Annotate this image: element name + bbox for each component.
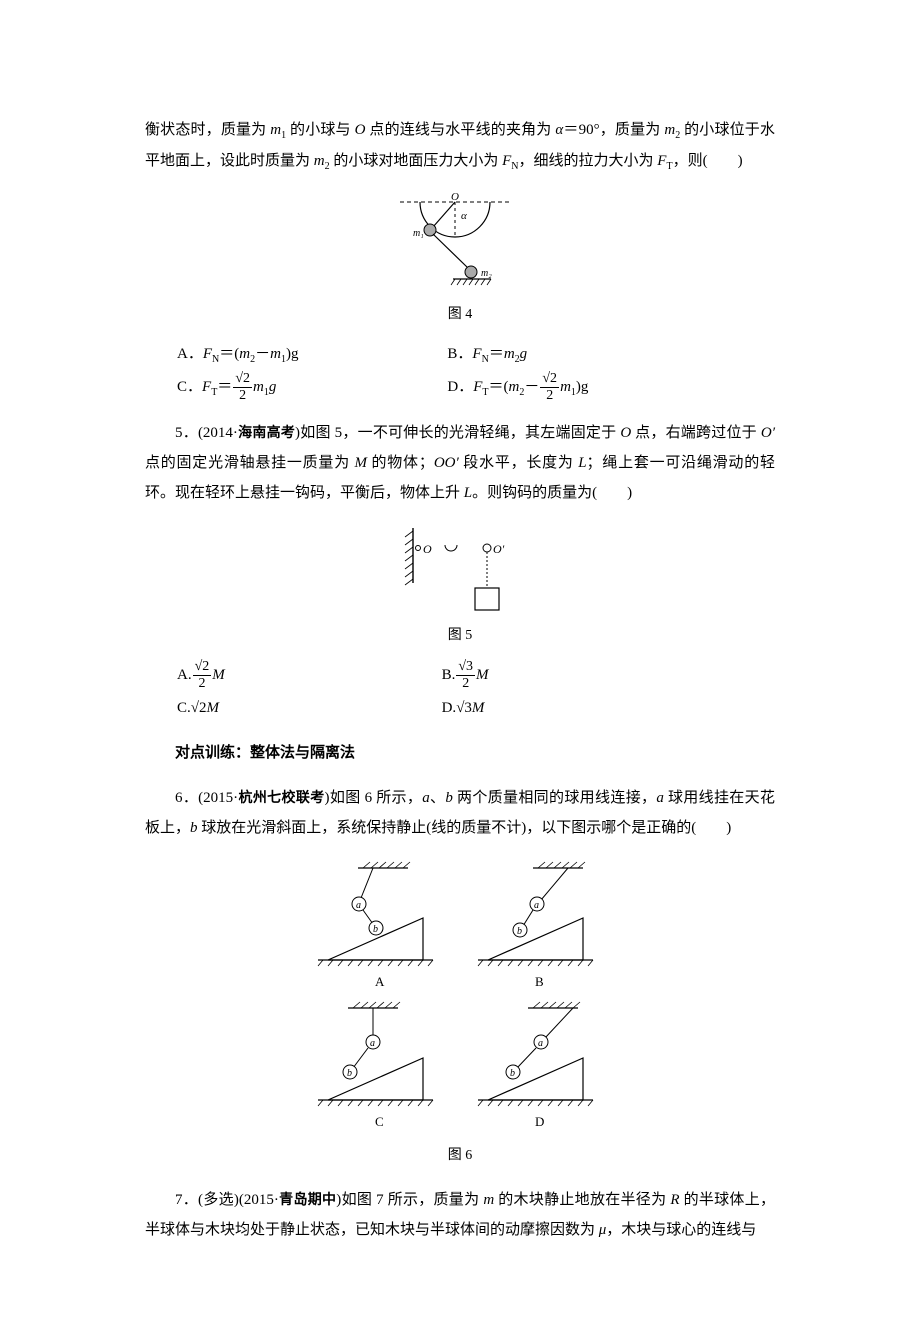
q6-text: 6．(2015·杭州七校联考)如图 6 所示，a、b 两个质量相同的球用线连接，… xyxy=(145,783,775,843)
svg-text:O: O xyxy=(451,192,459,203)
figure-4-label: 图 4 xyxy=(145,301,775,329)
svg-text:C: C xyxy=(375,1114,384,1129)
svg-text:m₁: m₁ xyxy=(413,228,424,239)
svg-text:O′: O′ xyxy=(493,542,505,556)
figure-4: O α m₁ m₂ xyxy=(145,192,775,297)
q5-option-a: A.√22M xyxy=(145,660,410,691)
q7-text: 7．(多选)(2015·青岛期中)如图 7 所示，质量为 m 的木块静止地放在半… xyxy=(145,1185,775,1245)
q4-intro: 衡状态时，质量为 m1 的小球与 O 点的连线与水平线的夹角为 α＝90°，质量… xyxy=(145,115,775,177)
svg-text:b: b xyxy=(517,926,522,937)
figure-6-label: 图 6 xyxy=(145,1142,775,1170)
q5-option-d: D.√3M xyxy=(410,693,675,723)
q4-option-d: D．FT＝(m2－√22m1)g xyxy=(447,372,775,403)
svg-text:m₂: m₂ xyxy=(481,268,492,279)
q4-option-b: B．FN＝m2g xyxy=(447,339,775,370)
q4-option-c: C．FT＝√22m1g xyxy=(145,372,447,403)
svg-text:b: b xyxy=(373,924,378,935)
q4-options-row2: C．FT＝√22m1g D．FT＝(m2－√22m1)g xyxy=(145,372,775,403)
svg-text:α: α xyxy=(461,210,467,222)
svg-text:O: O xyxy=(423,542,432,556)
svg-text:D: D xyxy=(535,1114,544,1129)
svg-text:a: a xyxy=(356,900,361,911)
q5-option-c: C.√2M xyxy=(145,693,410,723)
q4-option-a: A．FN＝(m2－m1)g xyxy=(145,339,447,370)
figure-5-label: 图 5 xyxy=(145,622,775,650)
q5-text: 5．(2014·海南高考)如图 5，一不可伸长的光滑轻绳，其左端固定于 O 点，… xyxy=(145,418,775,508)
q5-options-row1: A.√22M B.√32M xyxy=(145,660,775,691)
svg-text:A: A xyxy=(375,974,385,989)
figure-6: a b A a b B a b C xyxy=(145,858,775,1138)
svg-text:B: B xyxy=(535,974,544,989)
svg-text:a: a xyxy=(538,1038,543,1049)
svg-text:b: b xyxy=(347,1068,352,1079)
q5-option-b: B.√32M xyxy=(410,660,675,691)
section-header: 对点训练：整体法与隔离法 xyxy=(145,738,775,768)
svg-text:a: a xyxy=(370,1038,375,1049)
q4-options-row1: A．FN＝(m2－m1)g B．FN＝m2g xyxy=(145,339,775,370)
q5-options-row2: C.√2M D.√3M xyxy=(145,693,775,723)
svg-text:a: a xyxy=(534,900,539,911)
figure-5: O O′ xyxy=(145,523,775,618)
svg-text:b: b xyxy=(510,1068,515,1079)
